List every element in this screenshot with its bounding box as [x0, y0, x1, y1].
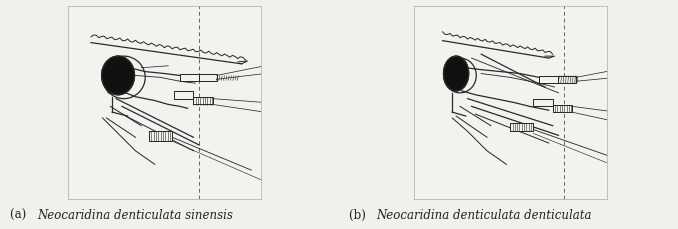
- FancyBboxPatch shape: [534, 100, 553, 107]
- Text: Neocaridina denticulata sinensis: Neocaridina denticulata sinensis: [37, 208, 233, 221]
- Text: (a): (a): [10, 208, 30, 221]
- FancyBboxPatch shape: [553, 105, 572, 113]
- FancyBboxPatch shape: [174, 92, 193, 99]
- FancyBboxPatch shape: [199, 74, 216, 82]
- FancyBboxPatch shape: [559, 76, 576, 84]
- Text: Neocaridina denticulata denticulata: Neocaridina denticulata denticulata: [376, 208, 592, 221]
- Ellipse shape: [443, 57, 468, 92]
- FancyBboxPatch shape: [149, 132, 172, 142]
- Ellipse shape: [102, 57, 134, 95]
- FancyBboxPatch shape: [511, 123, 534, 132]
- FancyBboxPatch shape: [539, 76, 559, 84]
- FancyBboxPatch shape: [180, 74, 199, 82]
- FancyBboxPatch shape: [193, 97, 213, 105]
- Text: (b): (b): [349, 208, 370, 221]
